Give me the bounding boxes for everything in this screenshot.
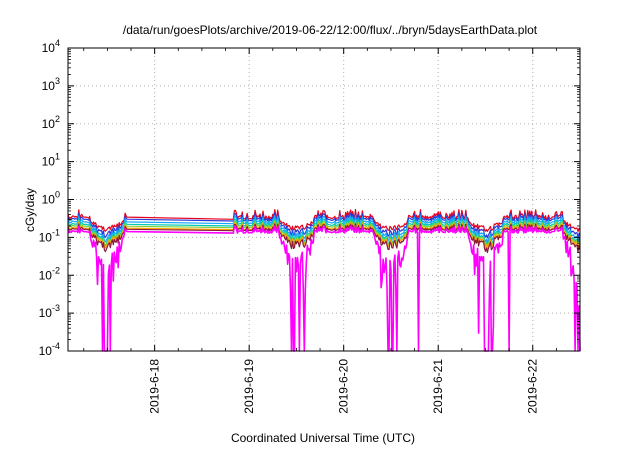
y-tick-label: 10-3 bbox=[39, 303, 60, 320]
y-axis-label: cGy/day bbox=[23, 188, 37, 232]
y-tick-label: 10-2 bbox=[39, 265, 60, 282]
series-line bbox=[67, 225, 581, 352]
y-tick-label: 10-1 bbox=[39, 227, 60, 244]
x-tick-label: 2019-6-20 bbox=[337, 359, 351, 414]
x-tick-label: 2019-6-19 bbox=[242, 359, 256, 414]
y-tick-labels: 10-4 10-3 10-2 10-1 100 101 102 103 104 bbox=[39, 38, 60, 358]
x-tick-label: 2019-6-22 bbox=[526, 359, 540, 414]
y-tick-label: 102 bbox=[42, 114, 60, 131]
y-tick-label: 104 bbox=[42, 38, 60, 55]
y-tick-label: 10-4 bbox=[39, 341, 60, 358]
series-layer bbox=[67, 208, 581, 352]
y-tick-label: 101 bbox=[42, 152, 60, 169]
x-axis-label: Coordinated Universal Time (UTC) bbox=[231, 431, 415, 445]
y-tick-label: 103 bbox=[42, 76, 60, 93]
x-tick-label: 2019-6-18 bbox=[148, 359, 162, 414]
grid-layer bbox=[68, 48, 580, 351]
chart-title: /data/run/goesPlots/archive/2019-06-22/1… bbox=[123, 23, 538, 37]
y-tick-label: 100 bbox=[42, 190, 60, 207]
x-tick-labels: 2019-6-18 2019-6-19 2019-6-20 2019-6-21 2019… bbox=[148, 359, 540, 414]
tick-layer bbox=[68, 47, 580, 352]
x-tick-label: 2019-6-21 bbox=[431, 359, 445, 414]
